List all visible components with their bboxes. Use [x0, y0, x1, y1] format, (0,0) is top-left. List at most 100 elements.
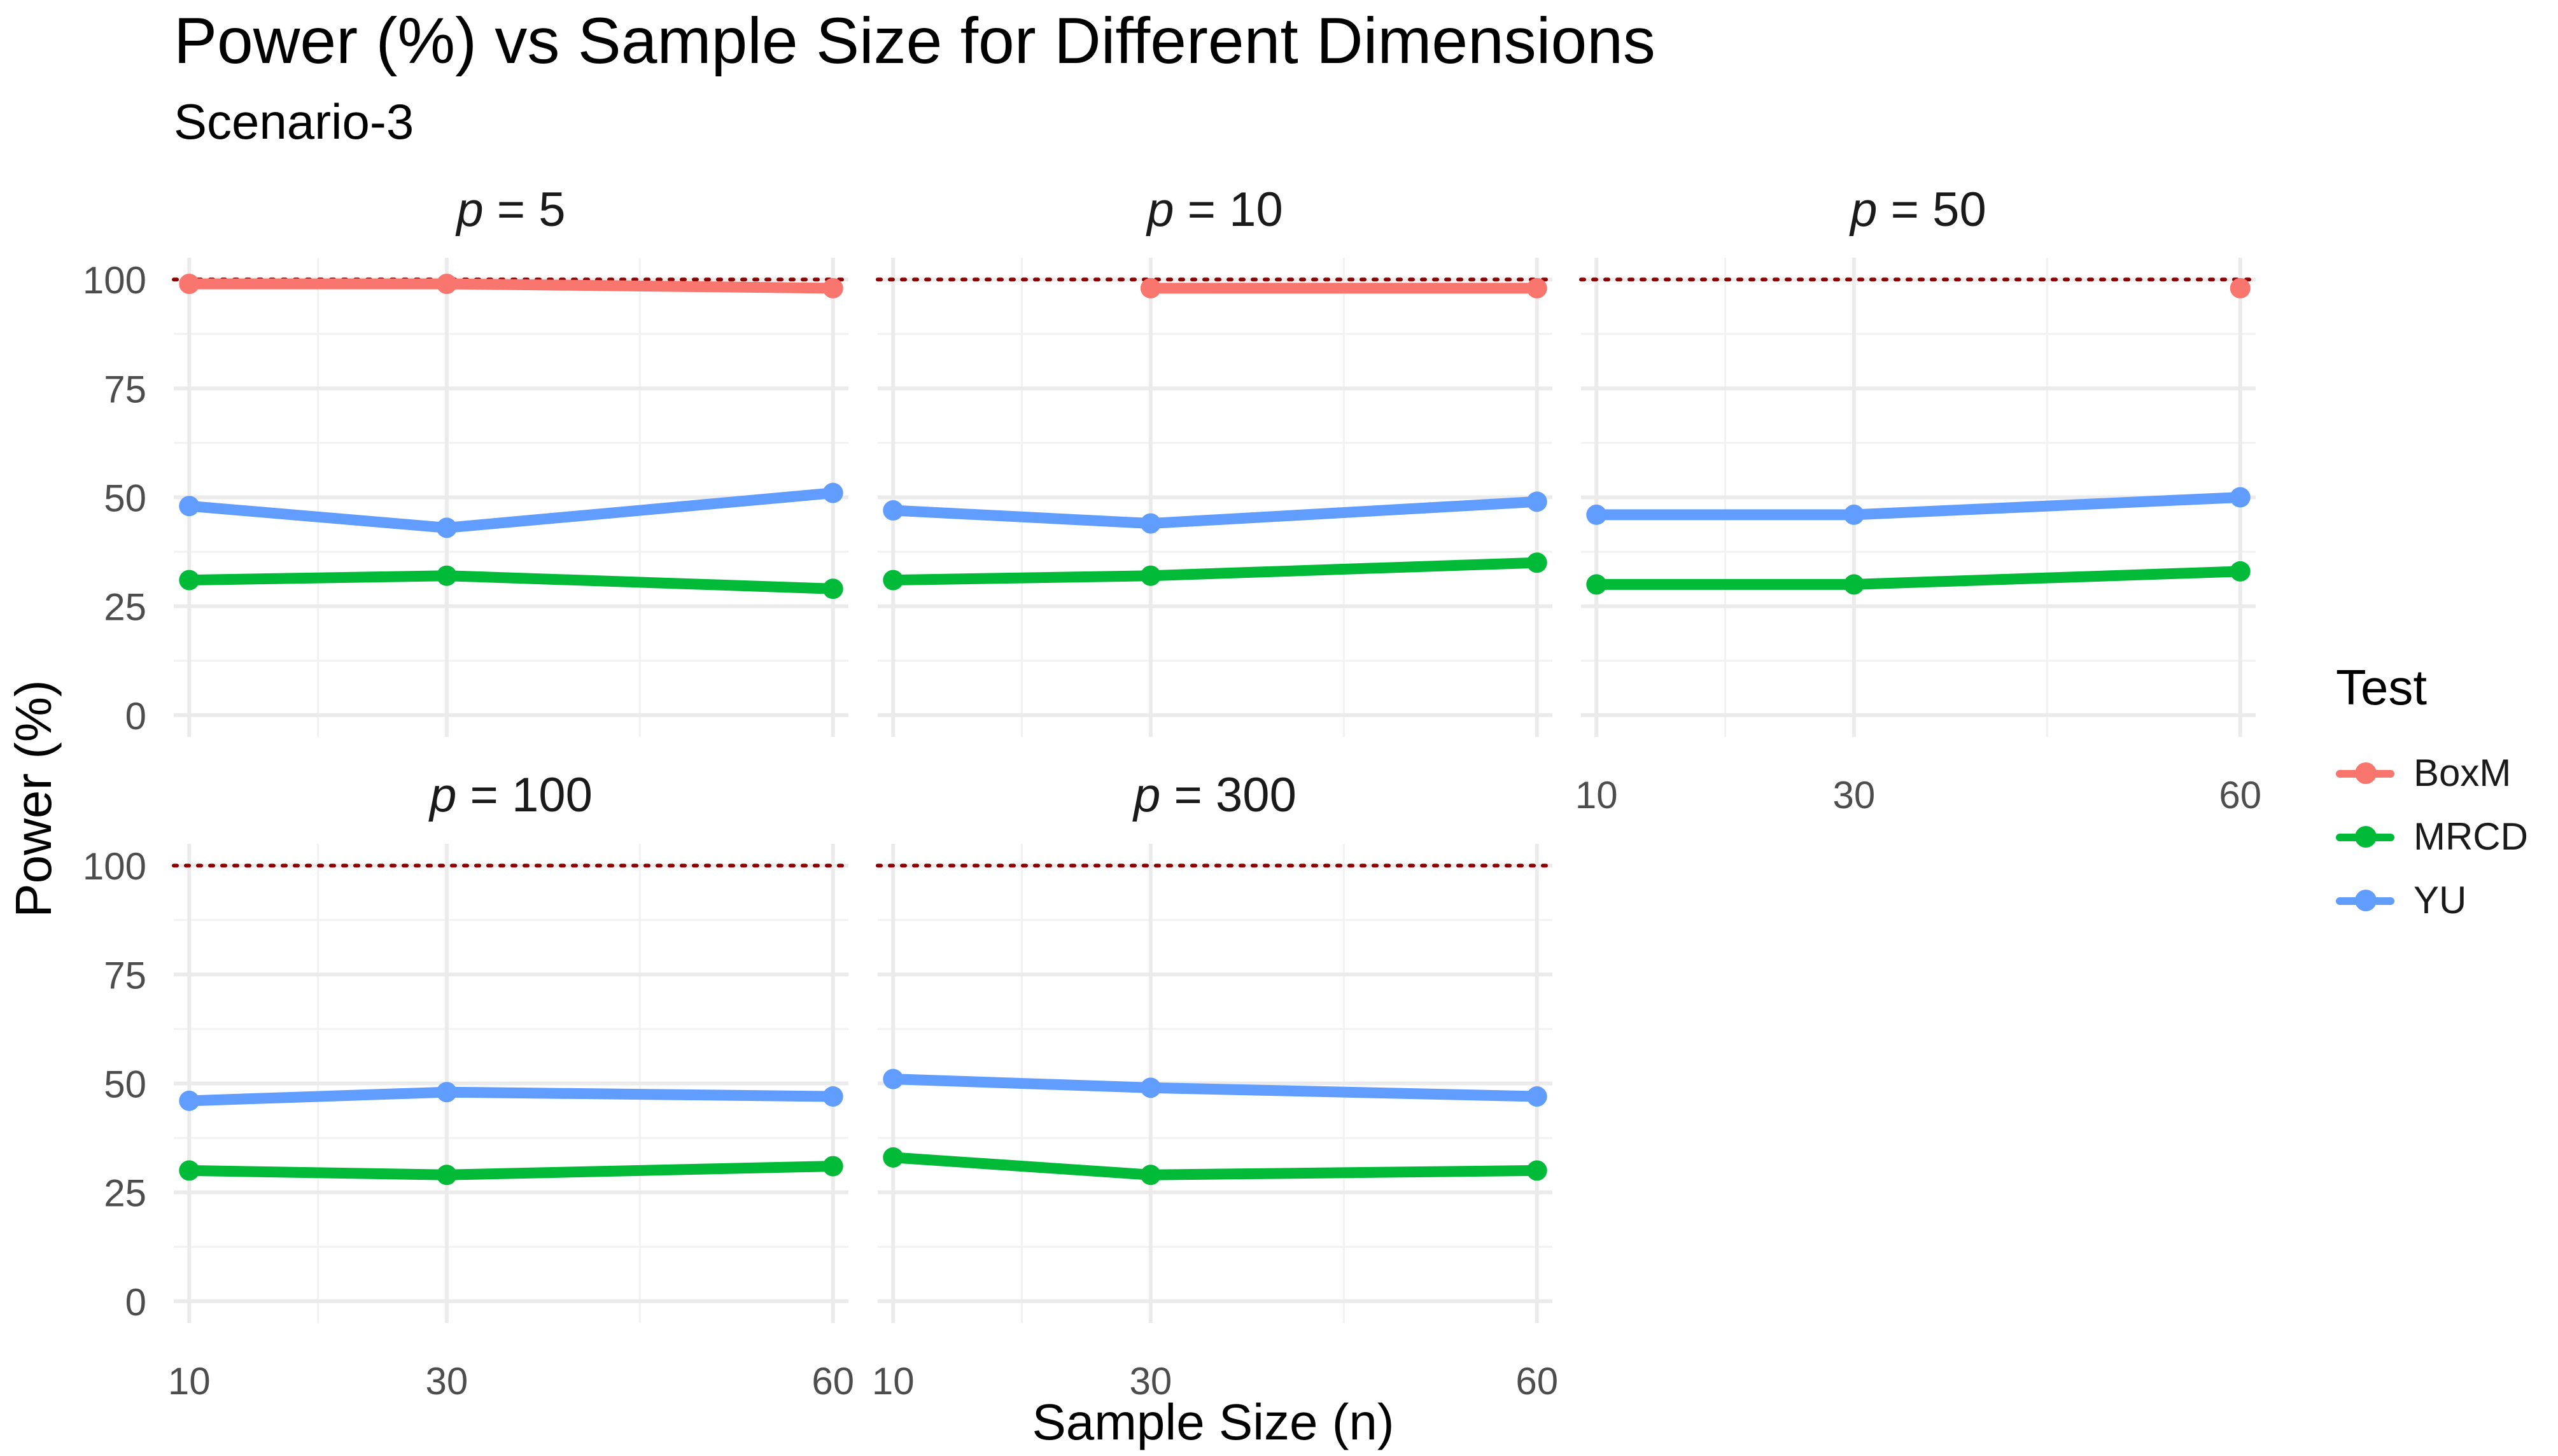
- series-line-mrcd: [887, 1152, 1543, 1180]
- data-point-yu: [822, 1086, 843, 1107]
- x-tick-label: 60: [2219, 774, 2261, 816]
- data-point-yu: [1586, 504, 1607, 525]
- facet-panel-p300: p = 300 10 30 60: [872, 768, 1558, 1403]
- facet-var: p: [1132, 768, 1160, 822]
- y-tick-label: 50: [104, 1063, 146, 1106]
- data-point-yu: [1526, 491, 1547, 512]
- legend-title: Test: [2336, 659, 2428, 715]
- data-point-mrcd: [179, 1160, 200, 1181]
- x-tick-label: 30: [1129, 1360, 1172, 1403]
- data-point-yu: [1843, 504, 1864, 525]
- facet-strip-label: p = 10: [1146, 183, 1283, 237]
- facet-value: = 300: [1160, 768, 1296, 822]
- facet-value: = 100: [456, 768, 592, 822]
- data-point-mrcd: [1140, 1165, 1161, 1186]
- data-point-yu: [179, 496, 200, 517]
- series-boxm: [1140, 277, 1547, 298]
- facet-var: p: [455, 183, 483, 237]
- facet-var: p: [1849, 183, 1877, 237]
- facet-var: p: [1146, 183, 1174, 237]
- y-tick-label: 75: [104, 954, 146, 997]
- data-point-yu: [179, 1090, 200, 1111]
- data-point-mrcd: [1140, 565, 1161, 586]
- series-mrcd: [883, 1147, 1547, 1186]
- x-tick-label: 30: [425, 1360, 468, 1403]
- y-tick-label: 0: [125, 695, 146, 738]
- x-tick-label: 60: [1515, 1360, 1558, 1403]
- legend-item-boxm: BoxM: [2336, 741, 2528, 804]
- data-point-mrcd: [883, 570, 904, 591]
- data-point-mrcd: [436, 1165, 457, 1186]
- data-point-mrcd: [822, 578, 843, 599]
- series-yu: [1586, 487, 2251, 525]
- series-line-mrcd: [183, 570, 839, 594]
- legend-key-yu: [2336, 881, 2394, 919]
- y-tick-label: 50: [104, 477, 146, 520]
- data-point-yu: [1526, 1086, 1547, 1107]
- data-point-mrcd: [883, 1147, 904, 1168]
- series-line-mrcd: [183, 1161, 839, 1180]
- data-point-yu: [1140, 513, 1161, 534]
- facet-strip-label: p = 100: [428, 768, 593, 822]
- legend-label-mrcd: MRCD: [2414, 815, 2528, 858]
- series-line-yu: [887, 496, 1543, 529]
- data-point-mrcd: [2230, 561, 2251, 582]
- series-line-boxm: [183, 278, 839, 294]
- legend-key-mrcd: [2336, 817, 2394, 855]
- data-point-boxm: [436, 274, 457, 295]
- series-boxm: [179, 274, 843, 298]
- y-tick-label: 75: [104, 368, 146, 410]
- series-yu: [179, 1082, 843, 1111]
- data-point-boxm: [822, 277, 843, 298]
- series-yu: [883, 1068, 1547, 1107]
- y-tick-label: 0: [125, 1281, 146, 1324]
- series-mrcd: [883, 552, 1547, 591]
- data-point-mrcd: [1843, 574, 1864, 595]
- legend-label-yu: YU: [2414, 878, 2467, 921]
- facet-panel-p50: p = 50 10 30 60: [1575, 183, 2261, 816]
- data-point-boxm: [1140, 277, 1161, 298]
- legend-key-boxm: [2336, 753, 2394, 792]
- y-tick-label: 100: [83, 259, 146, 302]
- facet-value: = 50: [1878, 183, 1986, 237]
- facet-panel-p10: p = 10: [876, 183, 1554, 737]
- legend-item-yu: YU: [2336, 868, 2528, 932]
- facet-var: p: [428, 768, 456, 822]
- series-line-yu: [183, 1086, 839, 1107]
- series-boxm: [2230, 277, 2251, 298]
- legend-label-boxm: BoxM: [2414, 751, 2512, 794]
- data-point-mrcd: [1526, 1160, 1547, 1181]
- series-mrcd: [179, 1156, 843, 1186]
- series-mrcd: [1586, 561, 2251, 595]
- facet-value: = 5: [484, 183, 566, 237]
- series-line-mrcd: [1591, 566, 2246, 590]
- data-point-mrcd: [179, 570, 200, 591]
- facet-panel-p100: p = 100 0 25 50 75 100 10 30 60: [83, 768, 854, 1403]
- data-point-boxm: [179, 274, 200, 295]
- chart-title: Power (%) vs Sample Size for Different D…: [174, 4, 1655, 77]
- data-point-boxm: [1526, 277, 1547, 298]
- data-point-mrcd: [1586, 574, 1607, 595]
- data-point-mrcd: [822, 1156, 843, 1177]
- data-point-yu: [883, 500, 904, 521]
- data-point-yu: [822, 482, 843, 503]
- legend-item-mrcd: MRCD: [2336, 804, 2528, 868]
- y-tick-label: 100: [83, 845, 146, 888]
- x-tick-label: 60: [812, 1360, 854, 1403]
- x-tick-label: 10: [1575, 774, 1618, 816]
- series-yu: [179, 482, 843, 538]
- data-point-yu: [436, 517, 457, 538]
- x-tick-label: 30: [1832, 774, 1875, 816]
- data-point-yu: [436, 1082, 457, 1103]
- data-point-boxm: [2230, 277, 2251, 298]
- facet-strip-label: p = 50: [1849, 183, 1986, 237]
- x-axis-label: Sample Size (n): [1032, 1394, 1394, 1450]
- facet-strip-label: p = 5: [455, 183, 565, 237]
- facet-panel-p5: p = 5 0 25 50 75 100: [83, 183, 850, 738]
- data-point-yu: [883, 1068, 904, 1089]
- series-mrcd: [179, 565, 843, 599]
- data-point-yu: [2230, 487, 2251, 508]
